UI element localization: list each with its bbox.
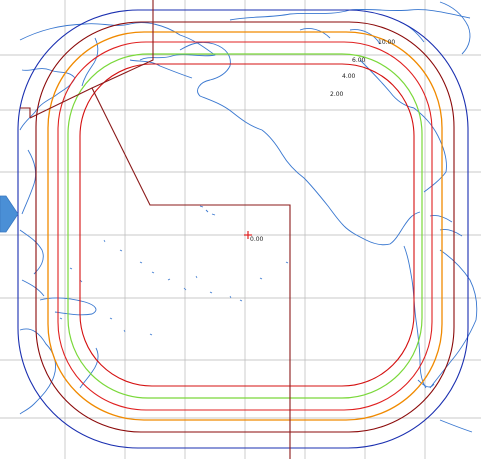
coast-new-zealand [79,347,99,389]
coast-na-east [413,107,447,193]
boundary-line-west [20,107,31,118]
contour-outer [17,9,469,449]
coast-asia-north [19,22,216,61]
contour-label-10: 10.00 [378,39,395,46]
arrow-icon[interactable] [0,195,19,233]
coast-new-guinea [39,297,97,316]
region-boundary [20,0,291,459]
boundary-line [91,0,291,459]
coverage-contours [17,9,469,449]
coast-central-america [343,211,421,246]
contour-6 [47,31,443,421]
contour-2-green [67,53,423,399]
center-label: 0.00 [250,236,264,243]
contour-2 [79,63,415,387]
coast-asia-east [19,68,76,131]
boundary-line-west-2 [29,87,93,119]
coast-sa-west [403,245,427,389]
coast-japan [21,149,37,215]
contour-label-2: 2.00 [330,91,344,98]
coast-caribbean [429,215,463,237]
coast-south-tip [417,379,473,433]
contour-label-4: 4.00 [342,73,356,80]
coast-hawaii [199,205,216,216]
coast-alaska [179,41,263,131]
contour-4 [57,41,433,411]
coast-australia [19,328,57,415]
coast-canada-north [229,8,471,21]
coast-kamchatka [81,37,99,87]
coastlines [19,1,478,433]
coast-greenland [439,1,471,55]
coast-na-west [261,129,345,227]
contour-10 [35,21,455,433]
coast-bering [129,59,193,79]
center-marker: 0.00 [244,231,264,243]
pacific-islands [59,239,289,336]
contour-label-group: 2.00 4.00 6.00 10.00 [330,39,395,98]
coast-sa-east [429,249,478,389]
contour-label-6: 6.00 [352,57,366,64]
coast-se-asia [19,229,45,297]
